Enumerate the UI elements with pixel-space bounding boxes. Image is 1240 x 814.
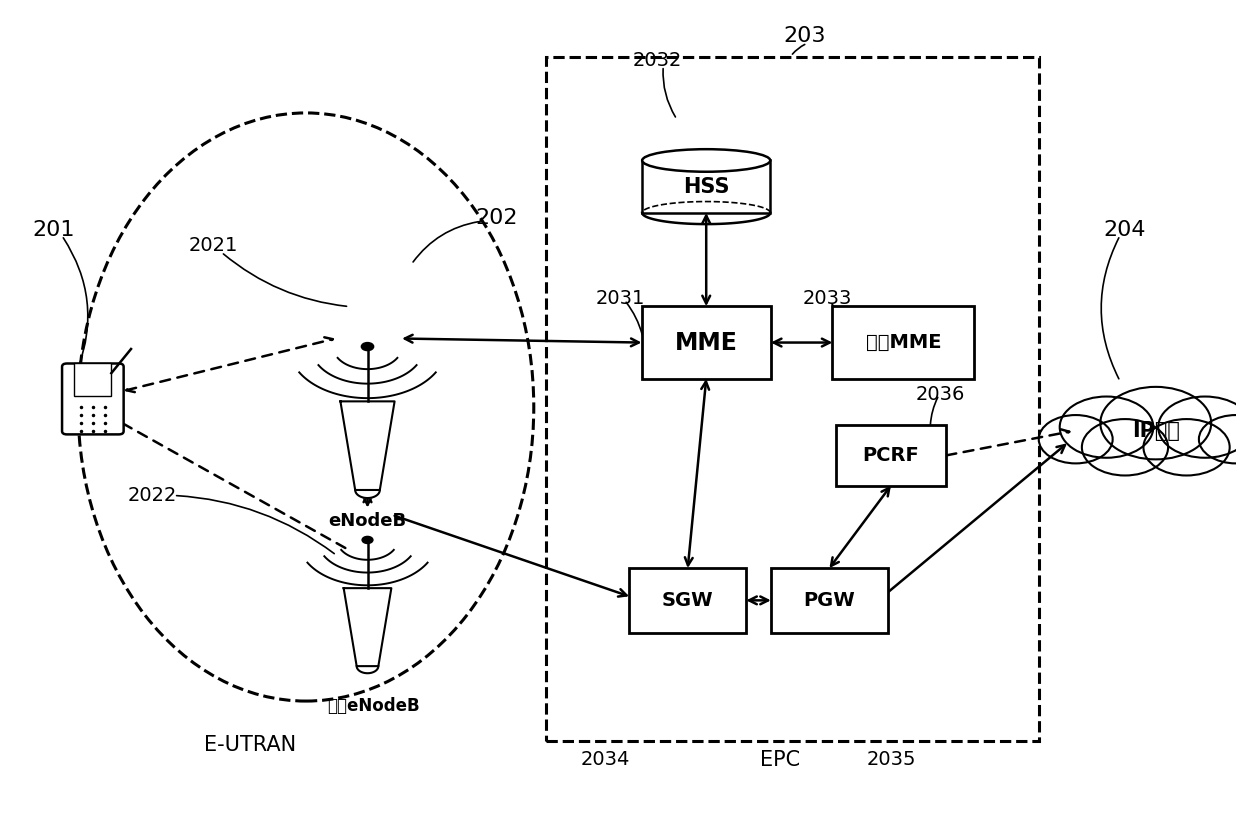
- Text: IP业务: IP业务: [1132, 421, 1179, 441]
- Bar: [642, 160, 770, 212]
- Text: 2022: 2022: [128, 486, 176, 505]
- Text: 2031: 2031: [595, 289, 645, 308]
- Text: PCRF: PCRF: [863, 446, 919, 465]
- Text: 201: 201: [32, 220, 74, 240]
- Bar: [74, 364, 112, 396]
- Text: 2034: 2034: [580, 751, 630, 769]
- Polygon shape: [341, 401, 394, 490]
- Text: SGW: SGW: [662, 591, 713, 610]
- Text: 204: 204: [1104, 220, 1146, 240]
- Text: MME: MME: [675, 330, 738, 355]
- Text: 其它MME: 其它MME: [866, 333, 941, 352]
- Bar: [546, 56, 1039, 742]
- FancyBboxPatch shape: [62, 364, 124, 435]
- Text: eNodeB: eNodeB: [329, 512, 407, 530]
- Text: 2036: 2036: [915, 385, 965, 405]
- Text: 其它eNodeB: 其它eNodeB: [327, 697, 420, 715]
- Text: 202: 202: [476, 208, 518, 228]
- Text: 203: 203: [784, 26, 826, 46]
- Bar: [836, 425, 946, 486]
- Bar: [771, 568, 888, 632]
- Ellipse shape: [642, 149, 770, 172]
- Polygon shape: [355, 490, 379, 498]
- Bar: [641, 306, 771, 379]
- Bar: [629, 568, 746, 632]
- Text: 2032: 2032: [632, 51, 682, 70]
- Text: E-UTRAN: E-UTRAN: [205, 735, 296, 755]
- Text: 2033: 2033: [802, 289, 852, 308]
- Text: EPC: EPC: [760, 750, 800, 770]
- Bar: [832, 306, 975, 379]
- Polygon shape: [357, 666, 378, 673]
- Circle shape: [362, 536, 373, 544]
- Circle shape: [361, 343, 373, 351]
- Text: HSS: HSS: [683, 177, 729, 197]
- Text: 2021: 2021: [188, 236, 238, 256]
- Text: 2035: 2035: [867, 751, 915, 769]
- Polygon shape: [343, 589, 392, 666]
- Text: PGW: PGW: [804, 591, 856, 610]
